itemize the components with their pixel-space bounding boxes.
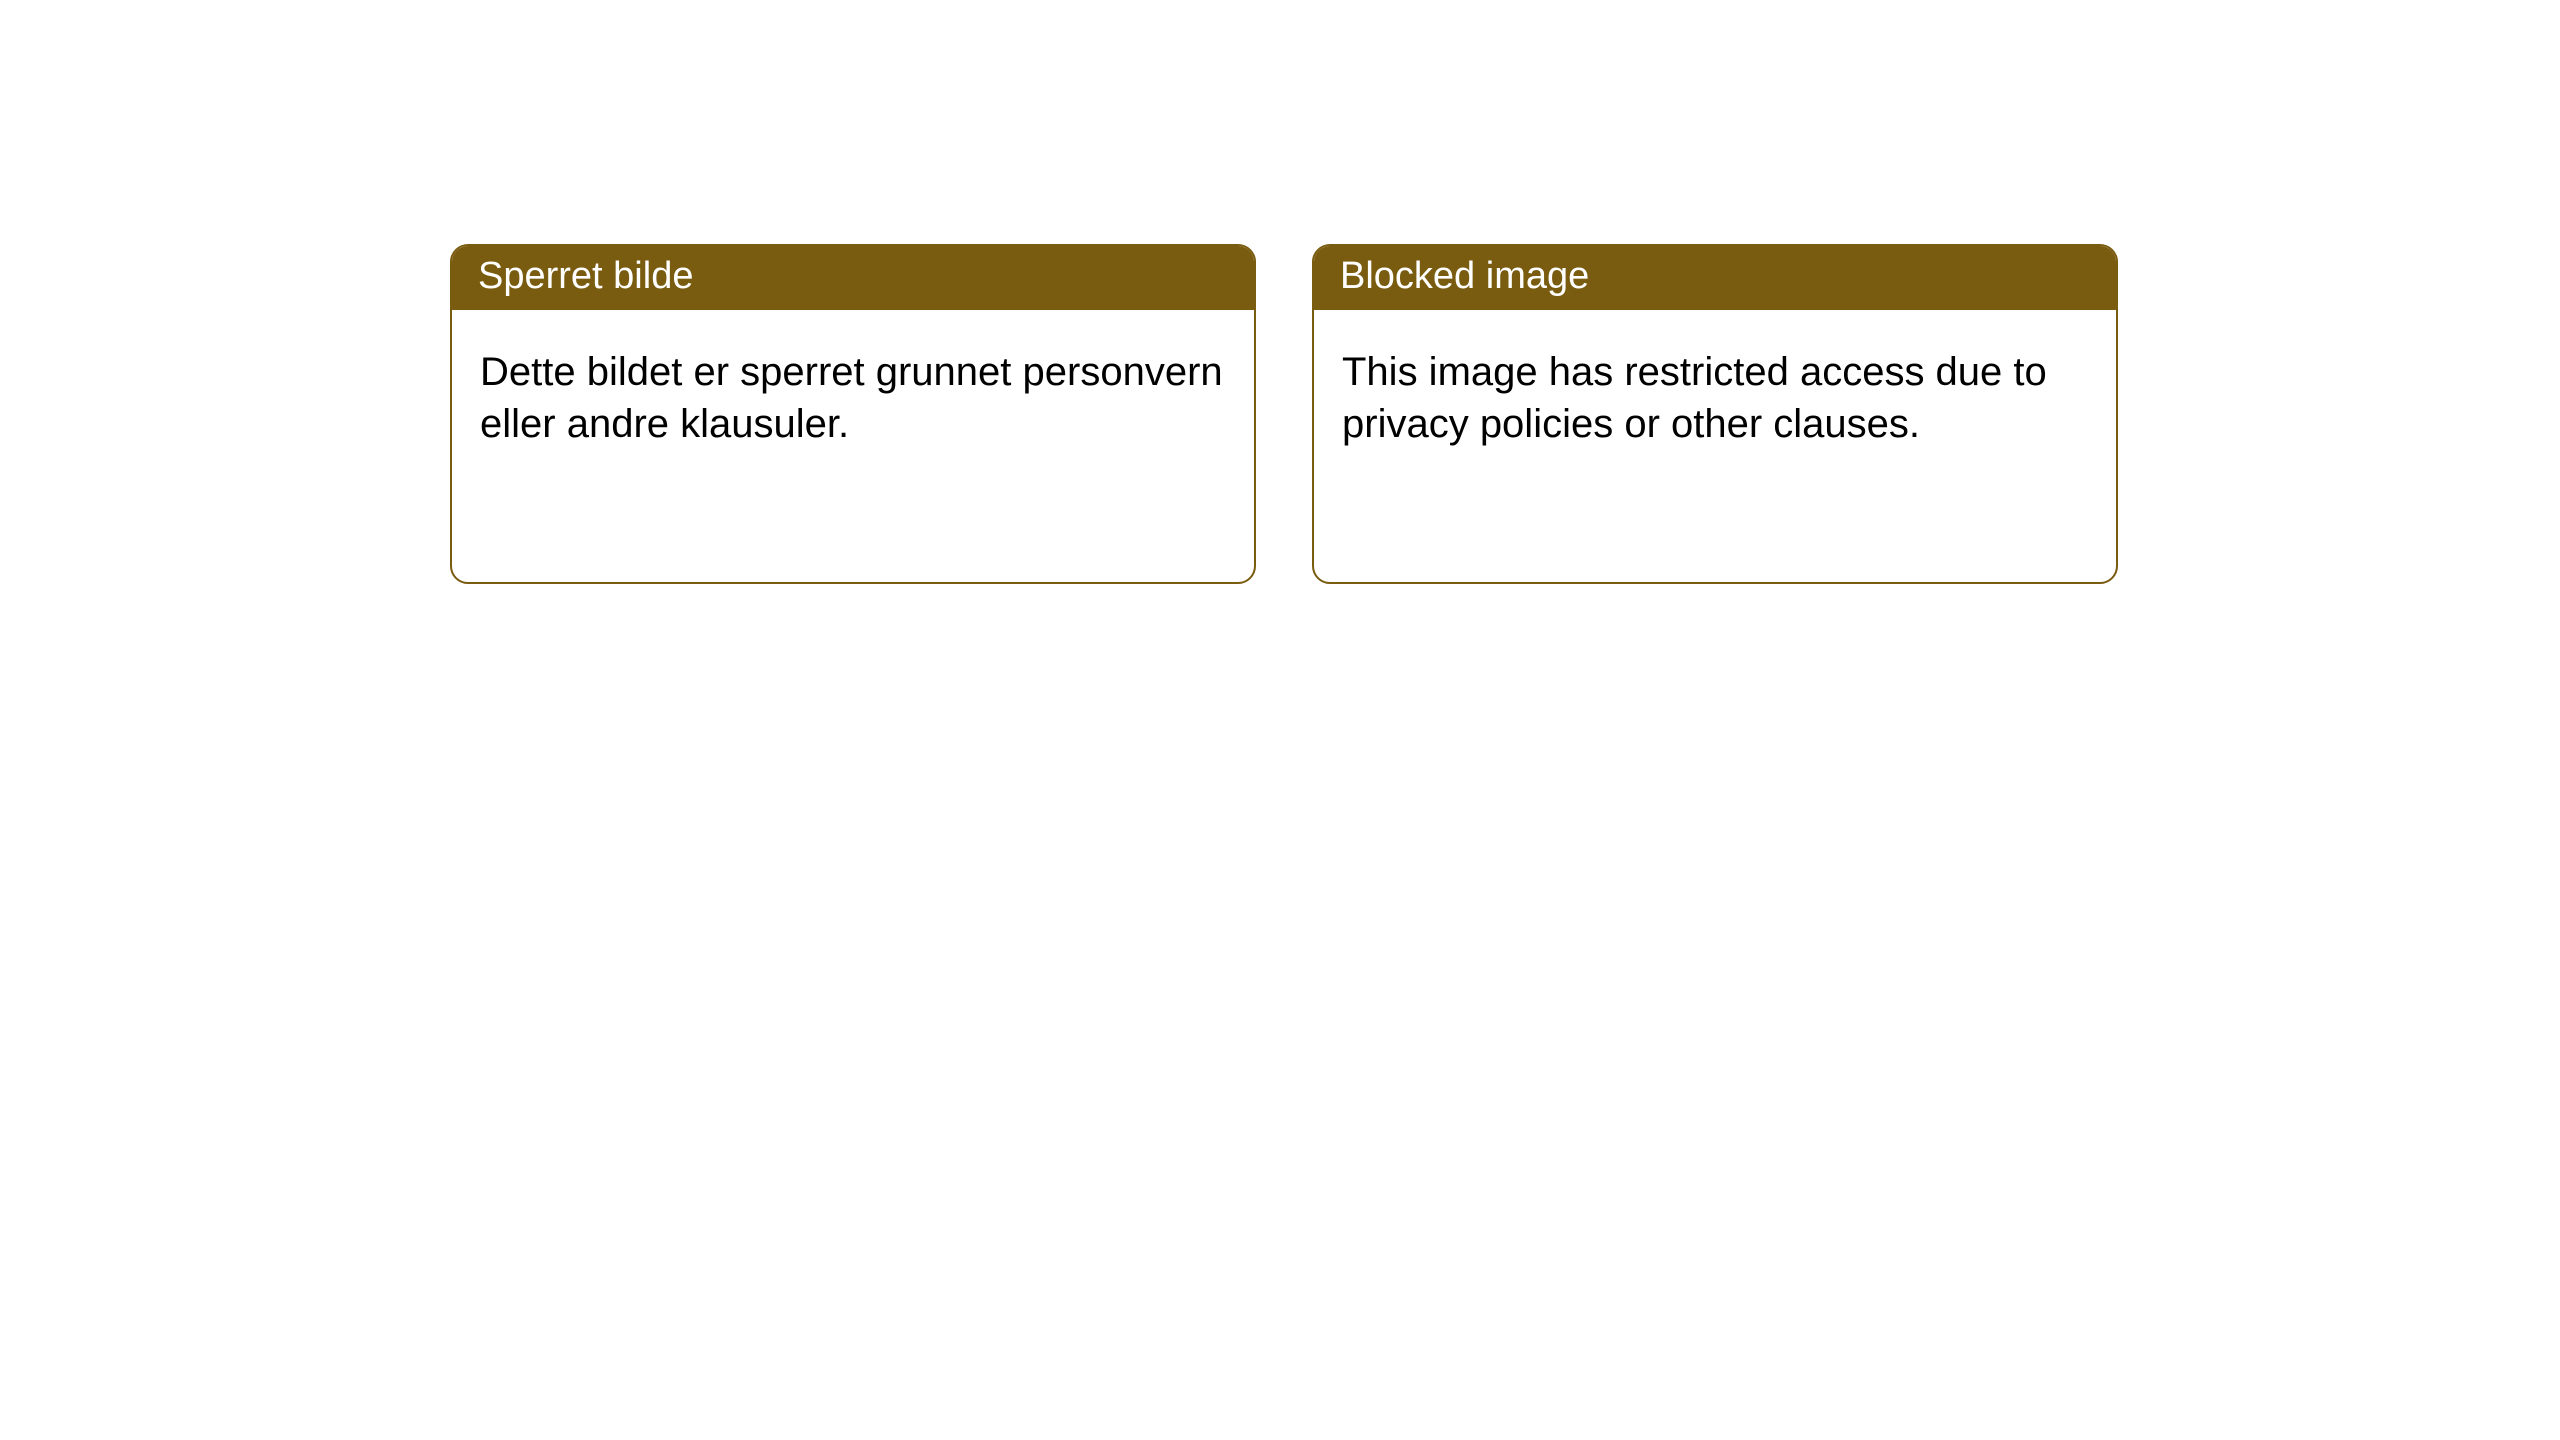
notice-body-no: Dette bildet er sperret grunnet personve… [452, 310, 1254, 582]
notice-card-en: Blocked image This image has restricted … [1312, 244, 2118, 584]
notice-title-en: Blocked image [1314, 246, 2116, 310]
notice-card-no: Sperret bilde Dette bildet er sperret gr… [450, 244, 1256, 584]
notice-body-en: This image has restricted access due to … [1314, 310, 2116, 582]
notice-title-no: Sperret bilde [452, 246, 1254, 310]
notice-container: Sperret bilde Dette bildet er sperret gr… [0, 0, 2560, 584]
